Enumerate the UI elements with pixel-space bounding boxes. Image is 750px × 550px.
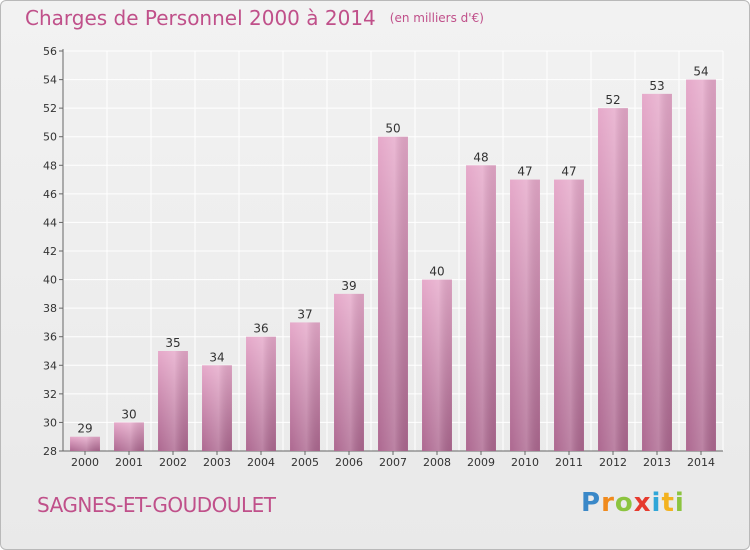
bar-shade-2007 bbox=[378, 136, 408, 451]
y-tick-label: 36 bbox=[43, 331, 57, 344]
y-tick-label: 56 bbox=[43, 45, 57, 58]
y-tick-label: 44 bbox=[43, 216, 57, 229]
bar-shade-2006 bbox=[334, 293, 364, 451]
x-tick-label: 2011 bbox=[555, 456, 583, 469]
y-tick-label: 28 bbox=[43, 445, 57, 458]
y-tick-label: 34 bbox=[43, 359, 57, 372]
data-label: 52 bbox=[605, 93, 620, 107]
bar-shade-2001 bbox=[114, 422, 144, 451]
x-tick-label: 2005 bbox=[291, 456, 319, 469]
proxiti-logo: Proxiti bbox=[581, 488, 685, 518]
data-label: 47 bbox=[561, 165, 576, 179]
data-labels: 29 30 35 34 36 37 39 50 40 48 47 47 52 53 54 bbox=[77, 65, 708, 436]
x-tick-label: 2012 bbox=[599, 456, 627, 469]
x-tick-label: 2000 bbox=[71, 456, 99, 469]
chart-title-text: Charges de Personnel 2000 à 2014 bbox=[25, 6, 376, 30]
data-label: 29 bbox=[77, 422, 92, 436]
y-tick-label: 50 bbox=[43, 131, 57, 144]
x-tick-label: 2009 bbox=[467, 456, 495, 469]
x-tick-label: 2014 bbox=[687, 456, 715, 469]
commune-name: SAGNES-ET-GOUDOULET bbox=[37, 493, 276, 517]
bars bbox=[70, 79, 716, 452]
bar-shade-2013 bbox=[642, 93, 672, 451]
y-tick-label: 38 bbox=[43, 302, 57, 315]
y-tick-label: 46 bbox=[43, 188, 57, 201]
x-tick-label: 2010 bbox=[511, 456, 539, 469]
data-label: 40 bbox=[429, 265, 444, 279]
bar-shade-2005 bbox=[290, 322, 320, 451]
x-tick-label: 2001 bbox=[115, 456, 143, 469]
chart-title: Charges de Personnel 2000 à 2014 (en mill… bbox=[25, 6, 484, 30]
x-tick-label: 2004 bbox=[247, 456, 275, 469]
bar-shade-2008 bbox=[422, 279, 452, 451]
x-tick-label: 2006 bbox=[335, 456, 363, 469]
y-tick-label: 54 bbox=[43, 74, 57, 87]
bar-shade-2004 bbox=[246, 336, 276, 451]
bar-shade-2010 bbox=[510, 179, 540, 452]
y-tick-label: 52 bbox=[43, 102, 57, 115]
y-tick-label: 48 bbox=[43, 159, 57, 172]
bar-shade-2012 bbox=[598, 108, 628, 452]
data-label: 47 bbox=[517, 165, 532, 179]
x-tick-label: 2007 bbox=[379, 456, 407, 469]
x-tick-label: 2002 bbox=[159, 456, 187, 469]
x-tick-label: 2003 bbox=[203, 456, 231, 469]
bar-shade-2009 bbox=[466, 165, 496, 452]
y-tick-label: 40 bbox=[43, 274, 57, 287]
data-label: 48 bbox=[473, 150, 488, 164]
data-label: 35 bbox=[165, 336, 180, 350]
data-label: 53 bbox=[649, 79, 664, 93]
x-tick-label: 2013 bbox=[643, 456, 671, 469]
y-tick-label: 42 bbox=[43, 245, 57, 258]
data-label: 39 bbox=[341, 279, 356, 293]
data-label: 36 bbox=[253, 322, 268, 336]
data-label: 37 bbox=[297, 307, 312, 321]
bar-shade-2011 bbox=[554, 179, 584, 452]
bar-shade-2014 bbox=[686, 79, 716, 452]
x-tick-label: 2008 bbox=[423, 456, 451, 469]
data-label: 54 bbox=[693, 65, 708, 79]
y-tick-label: 32 bbox=[43, 388, 57, 401]
data-label: 50 bbox=[385, 122, 400, 136]
chart-unit: (en milliers d'€) bbox=[389, 11, 484, 25]
y-tick-label: 30 bbox=[43, 416, 57, 429]
bar-shade-2003 bbox=[202, 365, 232, 451]
bar-shade-2002 bbox=[158, 351, 188, 451]
data-label: 30 bbox=[121, 407, 136, 421]
data-label: 34 bbox=[209, 350, 224, 364]
bar-shade-2000 bbox=[70, 436, 100, 451]
